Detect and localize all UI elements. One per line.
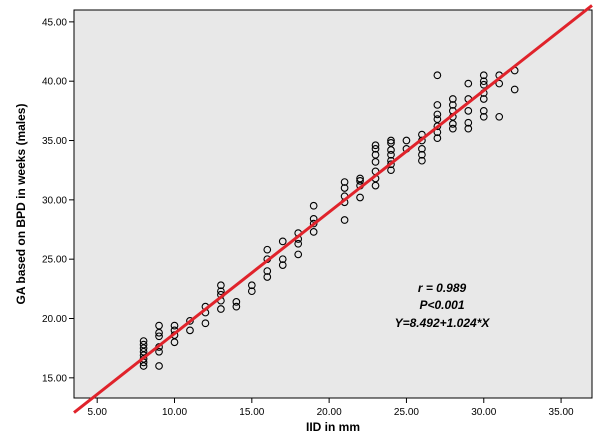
data-point	[247, 287, 256, 296]
data-point	[155, 347, 163, 356]
data-point	[464, 124, 473, 133]
data-point	[448, 95, 457, 103]
data-point	[309, 201, 318, 210]
data-point	[479, 77, 488, 86]
data-point	[464, 79, 473, 88]
data-point	[371, 144, 380, 153]
data-point	[340, 184, 349, 192]
data-point	[464, 107, 473, 115]
x-tick-label: 30.00	[471, 407, 496, 418]
data-point	[155, 362, 163, 370]
data-point	[448, 101, 457, 109]
y-tick-label: 15.00	[42, 373, 67, 384]
data-point	[495, 112, 504, 121]
x-tick-label: 35.00	[549, 407, 574, 418]
data-point	[247, 281, 256, 290]
data-point	[387, 150, 395, 159]
x-axis: 5.00 10.00 15.00 20.00 25.00 30.00 35.00	[87, 398, 574, 418]
regression-line	[73, 4, 593, 414]
data-point	[155, 332, 163, 341]
data-point	[263, 245, 272, 254]
data-point	[263, 273, 272, 281]
data-point	[340, 178, 349, 186]
data-point	[356, 174, 364, 183]
y-tick-label: 35.00	[42, 136, 67, 147]
data-point	[448, 124, 457, 133]
data-point	[278, 237, 287, 246]
data-point	[418, 156, 426, 165]
y-tick-label: 40.00	[42, 77, 67, 88]
data-point	[479, 80, 488, 89]
x-tick-label: 5.00	[87, 407, 107, 418]
data-point	[278, 261, 287, 269]
data-point	[387, 166, 395, 175]
data-point	[232, 298, 241, 306]
data-point	[356, 177, 364, 185]
data-point	[402, 136, 411, 145]
data-point	[170, 321, 179, 330]
data-point	[186, 326, 194, 335]
data-point	[217, 287, 225, 296]
y-axis: 15.00 20.00 25.00 30.00 35.00 40.00 45.00	[42, 17, 74, 384]
y-tick-label: 20.00	[42, 314, 67, 325]
data-point	[433, 115, 442, 124]
data-point	[433, 110, 442, 119]
annotation-r: r = 0.989	[418, 281, 467, 295]
data-point	[371, 141, 380, 150]
x-tick-label: 15.00	[239, 407, 264, 418]
data-point	[201, 319, 210, 328]
data-point	[479, 95, 488, 103]
data-point	[217, 281, 225, 290]
data-point	[371, 150, 380, 159]
data-point	[479, 112, 488, 121]
data-point	[433, 101, 442, 109]
data-point	[155, 321, 163, 330]
data-point	[139, 340, 148, 349]
data-point	[263, 267, 272, 275]
data-point	[309, 219, 318, 228]
y-tick-label: 45.00	[42, 17, 67, 28]
data-point	[232, 302, 241, 311]
data-point	[309, 214, 318, 223]
x-tick-label: 25.00	[394, 407, 419, 418]
data-point	[139, 337, 148, 345]
data-point	[217, 305, 225, 313]
data-point	[433, 128, 442, 137]
x-tick-label: 20.00	[317, 407, 342, 418]
data-point	[479, 71, 488, 80]
y-tick-label: 25.00	[42, 255, 67, 266]
data-point	[418, 150, 426, 159]
data-point	[356, 193, 364, 202]
data-point	[294, 250, 303, 259]
data-point	[433, 134, 442, 142]
data-point	[464, 118, 473, 127]
y-axis-title: GA based on BPD in weeks (males)	[14, 104, 28, 305]
data-point	[340, 216, 349, 224]
x-axis-title: IID in mm	[306, 420, 360, 434]
y-tick-label: 30.00	[42, 195, 67, 206]
data-point	[387, 139, 395, 147]
data-point	[418, 144, 426, 153]
data-point	[309, 228, 318, 236]
data-point	[510, 85, 519, 94]
annotation-equation: Y=8.492+1.024*X	[395, 316, 491, 330]
data-point	[387, 136, 395, 145]
data-point	[294, 239, 303, 248]
data-point	[433, 71, 442, 80]
data-point	[479, 107, 488, 115]
annotation-p: P<0.001	[419, 298, 464, 312]
data-point	[278, 255, 287, 264]
data-point	[186, 317, 194, 325]
x-tick-label: 10.00	[162, 407, 187, 418]
